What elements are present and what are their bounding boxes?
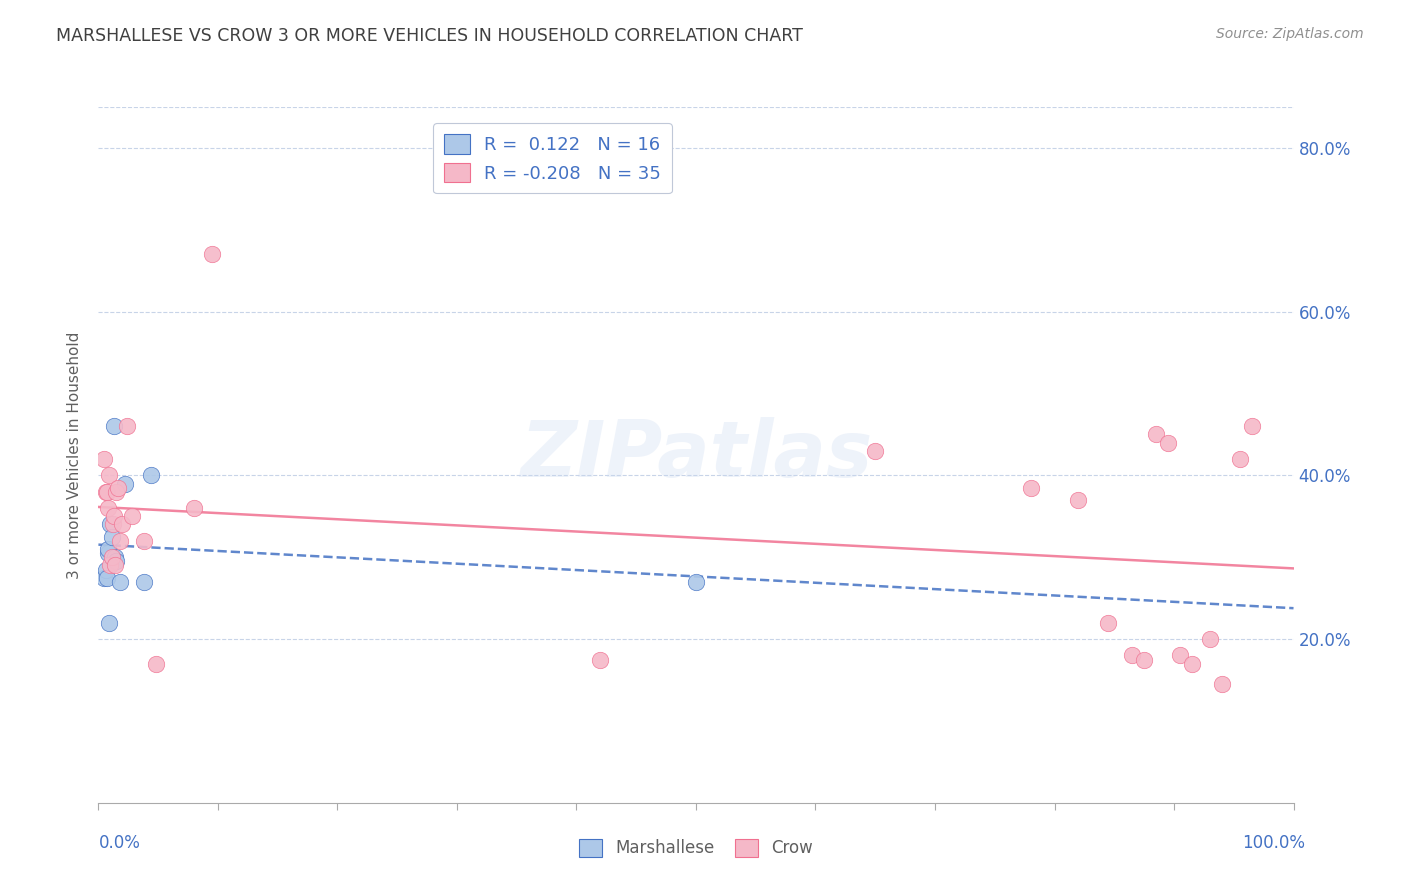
Point (863, 443, 887, 458)
Point (100, 550, 122, 565)
Point (1229, 452, 1251, 467)
Point (1097, 615, 1119, 630)
Point (1133, 652, 1156, 666)
Text: ZIPatlas: ZIPatlas (520, 417, 872, 493)
Y-axis label: 3 or more Vehicles in Household: 3 or more Vehicles in Household (67, 331, 83, 579)
Point (94, 562, 117, 576)
Point (104, 550, 127, 565)
Point (132, 533, 155, 548)
Point (1019, 481, 1042, 495)
Point (1198, 632, 1220, 646)
Point (1157, 435, 1180, 450)
Point (1121, 648, 1143, 663)
Point (103, 419, 125, 434)
Point (100, 530, 122, 544)
Point (97, 542, 120, 557)
Point (132, 574, 155, 589)
Point (1067, 492, 1090, 507)
Point (589, 652, 612, 666)
Point (97, 546, 120, 560)
Point (103, 509, 125, 524)
Point (93, 452, 115, 467)
Point (97, 501, 120, 516)
Point (108, 533, 131, 548)
Point (1240, 419, 1263, 434)
Point (1211, 677, 1233, 691)
Point (108, 574, 131, 589)
Point (1168, 648, 1191, 663)
Text: 0.0%: 0.0% (98, 834, 141, 852)
Point (105, 554, 128, 568)
Point (115, 419, 138, 434)
Point (1181, 657, 1204, 671)
Point (685, 574, 707, 589)
Point (94, 484, 117, 499)
Text: MARSHALLESE VS CROW 3 OR MORE VEHICLES IN HOUSEHOLD CORRELATION CHART: MARSHALLESE VS CROW 3 OR MORE VEHICLES I… (56, 27, 803, 45)
Point (96, 571, 118, 585)
Point (139, 468, 162, 483)
Point (98, 468, 121, 483)
Point (105, 484, 128, 499)
Point (111, 517, 134, 532)
Text: Source: ZipAtlas.com: Source: ZipAtlas.com (1216, 27, 1364, 41)
Point (121, 509, 143, 524)
Legend: Marshallese, Crow: Marshallese, Crow (572, 832, 820, 864)
Point (96, 484, 118, 499)
Point (93, 571, 115, 585)
Point (145, 657, 167, 671)
Point (98, 615, 121, 630)
Point (104, 558, 127, 573)
Point (1144, 427, 1167, 442)
Text: 100.0%: 100.0% (1241, 834, 1305, 852)
Point (183, 501, 205, 516)
Point (98, 517, 122, 532)
Point (114, 476, 136, 491)
Point (98, 558, 122, 573)
Point (201, 247, 224, 261)
Point (101, 517, 124, 532)
Point (107, 481, 129, 495)
